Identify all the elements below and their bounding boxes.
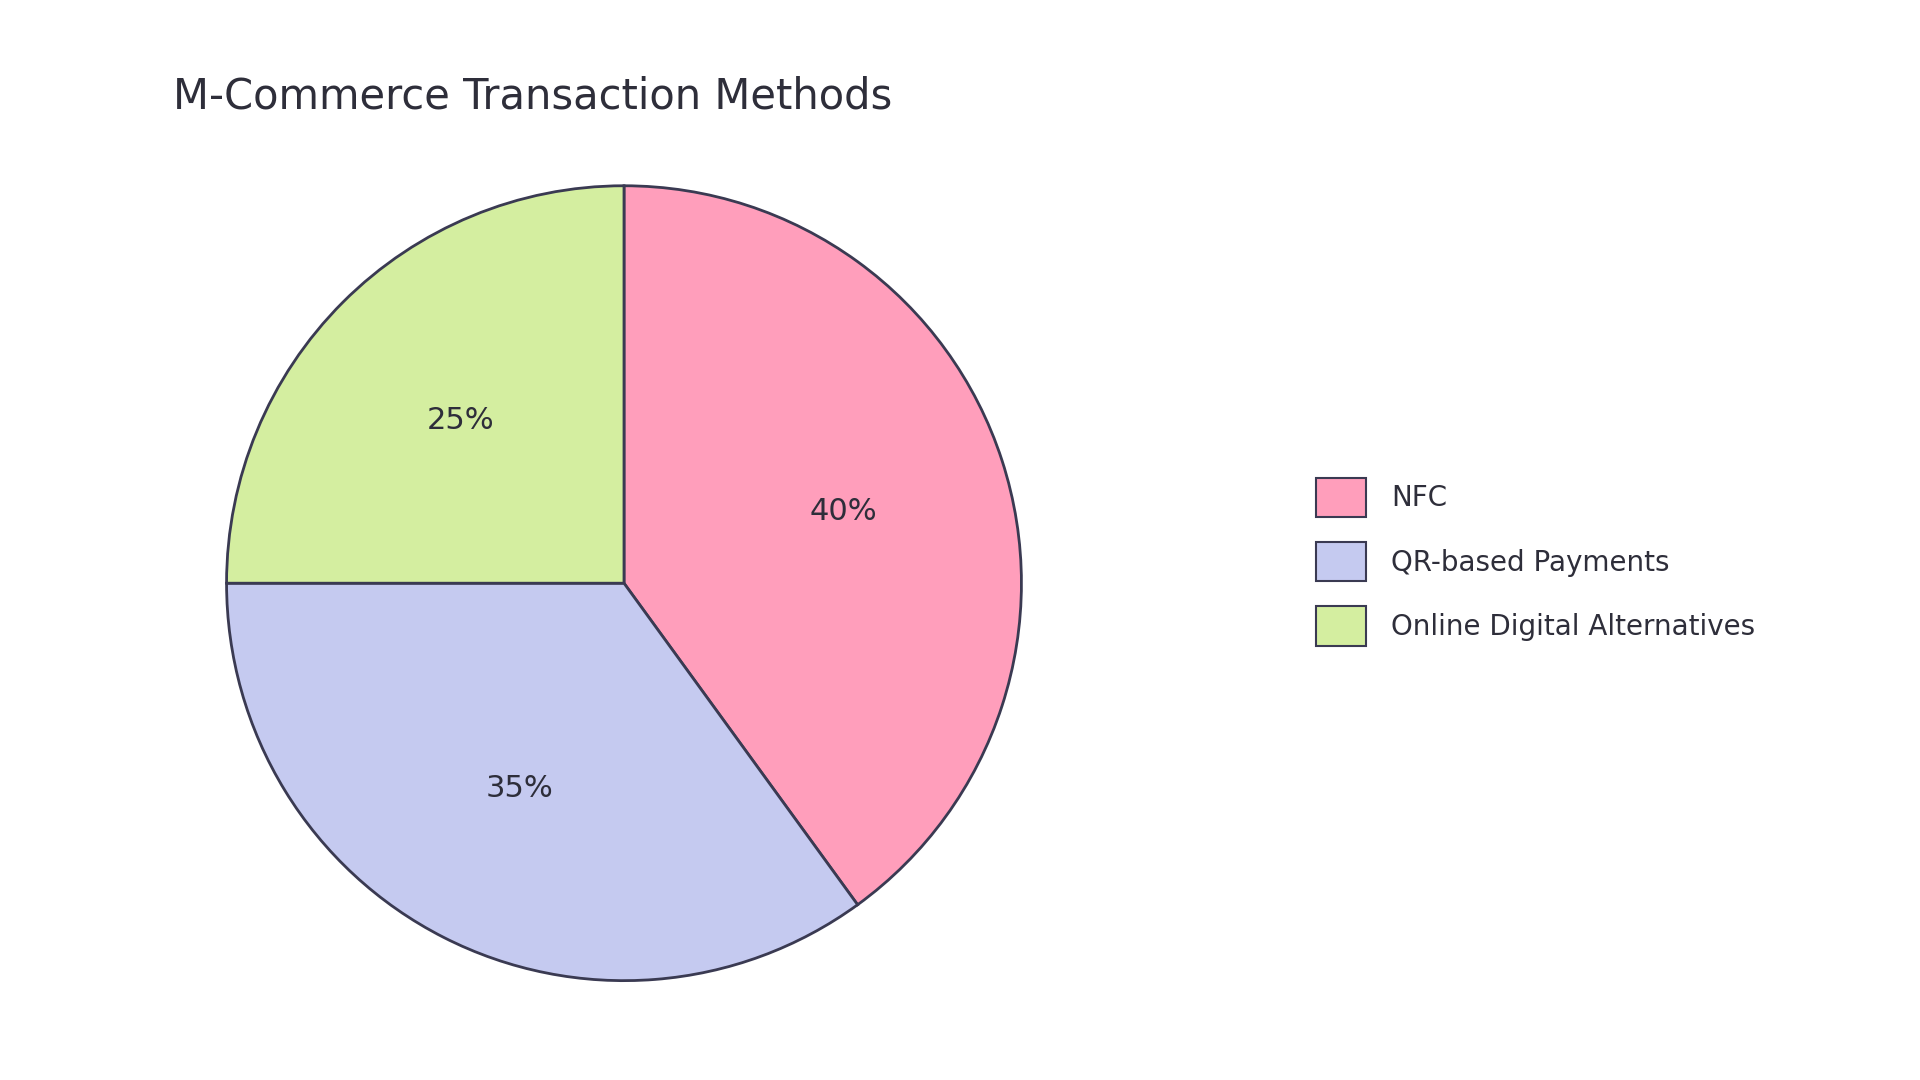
Text: M-Commerce Transaction Methods: M-Commerce Transaction Methods bbox=[173, 76, 893, 118]
Text: 35%: 35% bbox=[486, 774, 553, 804]
Text: 25%: 25% bbox=[426, 406, 495, 435]
Text: 40%: 40% bbox=[810, 498, 877, 526]
Wedge shape bbox=[227, 186, 624, 583]
Legend: NFC, QR-based Payments, Online Digital Alternatives: NFC, QR-based Payments, Online Digital A… bbox=[1317, 477, 1755, 646]
Wedge shape bbox=[227, 583, 858, 981]
Wedge shape bbox=[624, 186, 1021, 905]
